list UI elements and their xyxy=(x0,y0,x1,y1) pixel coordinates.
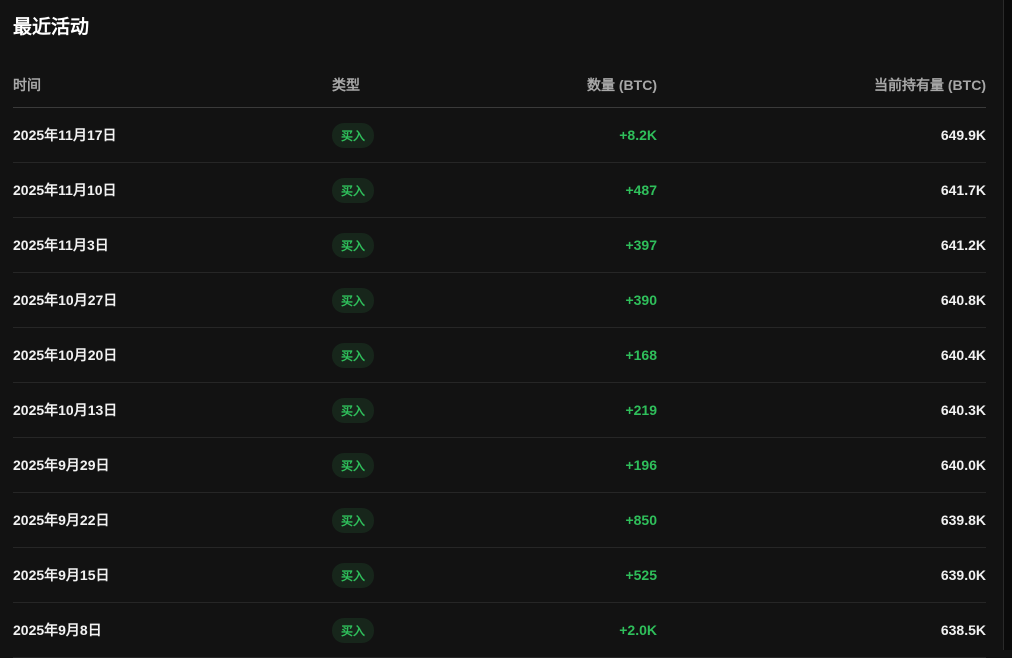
table-header: 时间 类型 数量 (BTC) 当前持有量 (BTC) xyxy=(13,62,986,108)
row-date: 2025年10月20日 xyxy=(13,347,118,363)
type-badge: 买入 xyxy=(332,397,375,423)
row-amount: +168 xyxy=(625,347,657,363)
table-row[interactable]: 2025年11月10日 买入 +487 641.7K xyxy=(13,163,986,218)
row-date: 2025年9月22日 xyxy=(13,512,110,528)
table-row[interactable]: 2025年10月27日 买入 +390 640.8K xyxy=(13,273,986,328)
row-date: 2025年11月17日 xyxy=(13,127,117,143)
type-badge: 买入 xyxy=(332,342,375,368)
activity-table: 时间 类型 数量 (BTC) 当前持有量 (BTC) 2025年11月17日 买入… xyxy=(13,62,986,658)
type-badge: 买入 xyxy=(332,507,375,533)
row-holding: 649.9K xyxy=(940,127,986,143)
row-holding: 641.7K xyxy=(940,182,986,198)
type-badge: 买入 xyxy=(332,452,375,478)
row-amount: +487 xyxy=(625,182,657,198)
type-badge: 买入 xyxy=(332,122,375,148)
table-row[interactable]: 2025年11月17日 买入 +8.2K 649.9K xyxy=(13,108,986,163)
table-body: 2025年11月17日 买入 +8.2K 649.9K 2025年11月10日 买入 +48… xyxy=(13,108,986,658)
row-amount: +219 xyxy=(625,402,657,418)
table-row[interactable]: 2025年11月3日 买入 +397 641.2K xyxy=(13,218,986,273)
row-date: 2025年11月3日 xyxy=(13,237,109,253)
column-header-type[interactable]: 类型 xyxy=(332,76,360,93)
page-title: 最近活动 xyxy=(13,17,90,38)
type-badge: 买入 xyxy=(332,617,375,643)
scrollbar[interactable] xyxy=(1003,0,1012,650)
type-badge: 买入 xyxy=(332,232,375,258)
column-header-time[interactable]: 时间 xyxy=(13,76,41,93)
row-holding: 640.0K xyxy=(940,457,986,473)
table-row[interactable]: 2025年9月29日 买入 +196 640.0K xyxy=(13,438,986,493)
column-header-holding[interactable]: 当前持有量 (BTC) xyxy=(874,76,986,93)
table-row[interactable]: 2025年10月20日 买入 +168 640.4K xyxy=(13,328,986,383)
row-holding: 641.2K xyxy=(940,237,986,253)
table-row[interactable]: 2025年9月15日 买入 +525 639.0K xyxy=(13,548,986,603)
type-badge: 买入 xyxy=(332,287,375,313)
row-holding: 639.0K xyxy=(940,567,986,583)
row-amount: +525 xyxy=(625,567,657,583)
row-amount: +390 xyxy=(625,292,657,308)
row-date: 2025年9月15日 xyxy=(13,567,110,583)
type-badge: 买入 xyxy=(332,177,375,203)
row-holding: 640.3K xyxy=(940,402,986,418)
row-date: 2025年10月27日 xyxy=(13,292,118,308)
row-holding: 640.4K xyxy=(940,347,986,363)
row-holding: 639.8K xyxy=(940,512,986,528)
row-amount: +397 xyxy=(625,237,657,253)
row-date: 2025年10月13日 xyxy=(13,402,118,418)
table-row[interactable]: 2025年9月22日 买入 +850 639.8K xyxy=(13,493,986,548)
row-amount: +196 xyxy=(625,457,657,473)
row-amount: +2.0K xyxy=(619,622,657,638)
row-amount: +8.2K xyxy=(619,127,657,143)
table-row[interactable]: 2025年10月13日 买入 +219 640.3K xyxy=(13,383,986,438)
row-date: 2025年11月10日 xyxy=(13,182,117,198)
row-holding: 640.8K xyxy=(940,292,986,308)
row-holding: 638.5K xyxy=(940,622,986,638)
row-date: 2025年9月8日 xyxy=(13,622,102,638)
type-badge: 买入 xyxy=(332,562,375,588)
column-header-amount[interactable]: 数量 (BTC) xyxy=(587,76,657,93)
row-amount: +850 xyxy=(625,512,657,528)
row-date: 2025年9月29日 xyxy=(13,457,110,473)
